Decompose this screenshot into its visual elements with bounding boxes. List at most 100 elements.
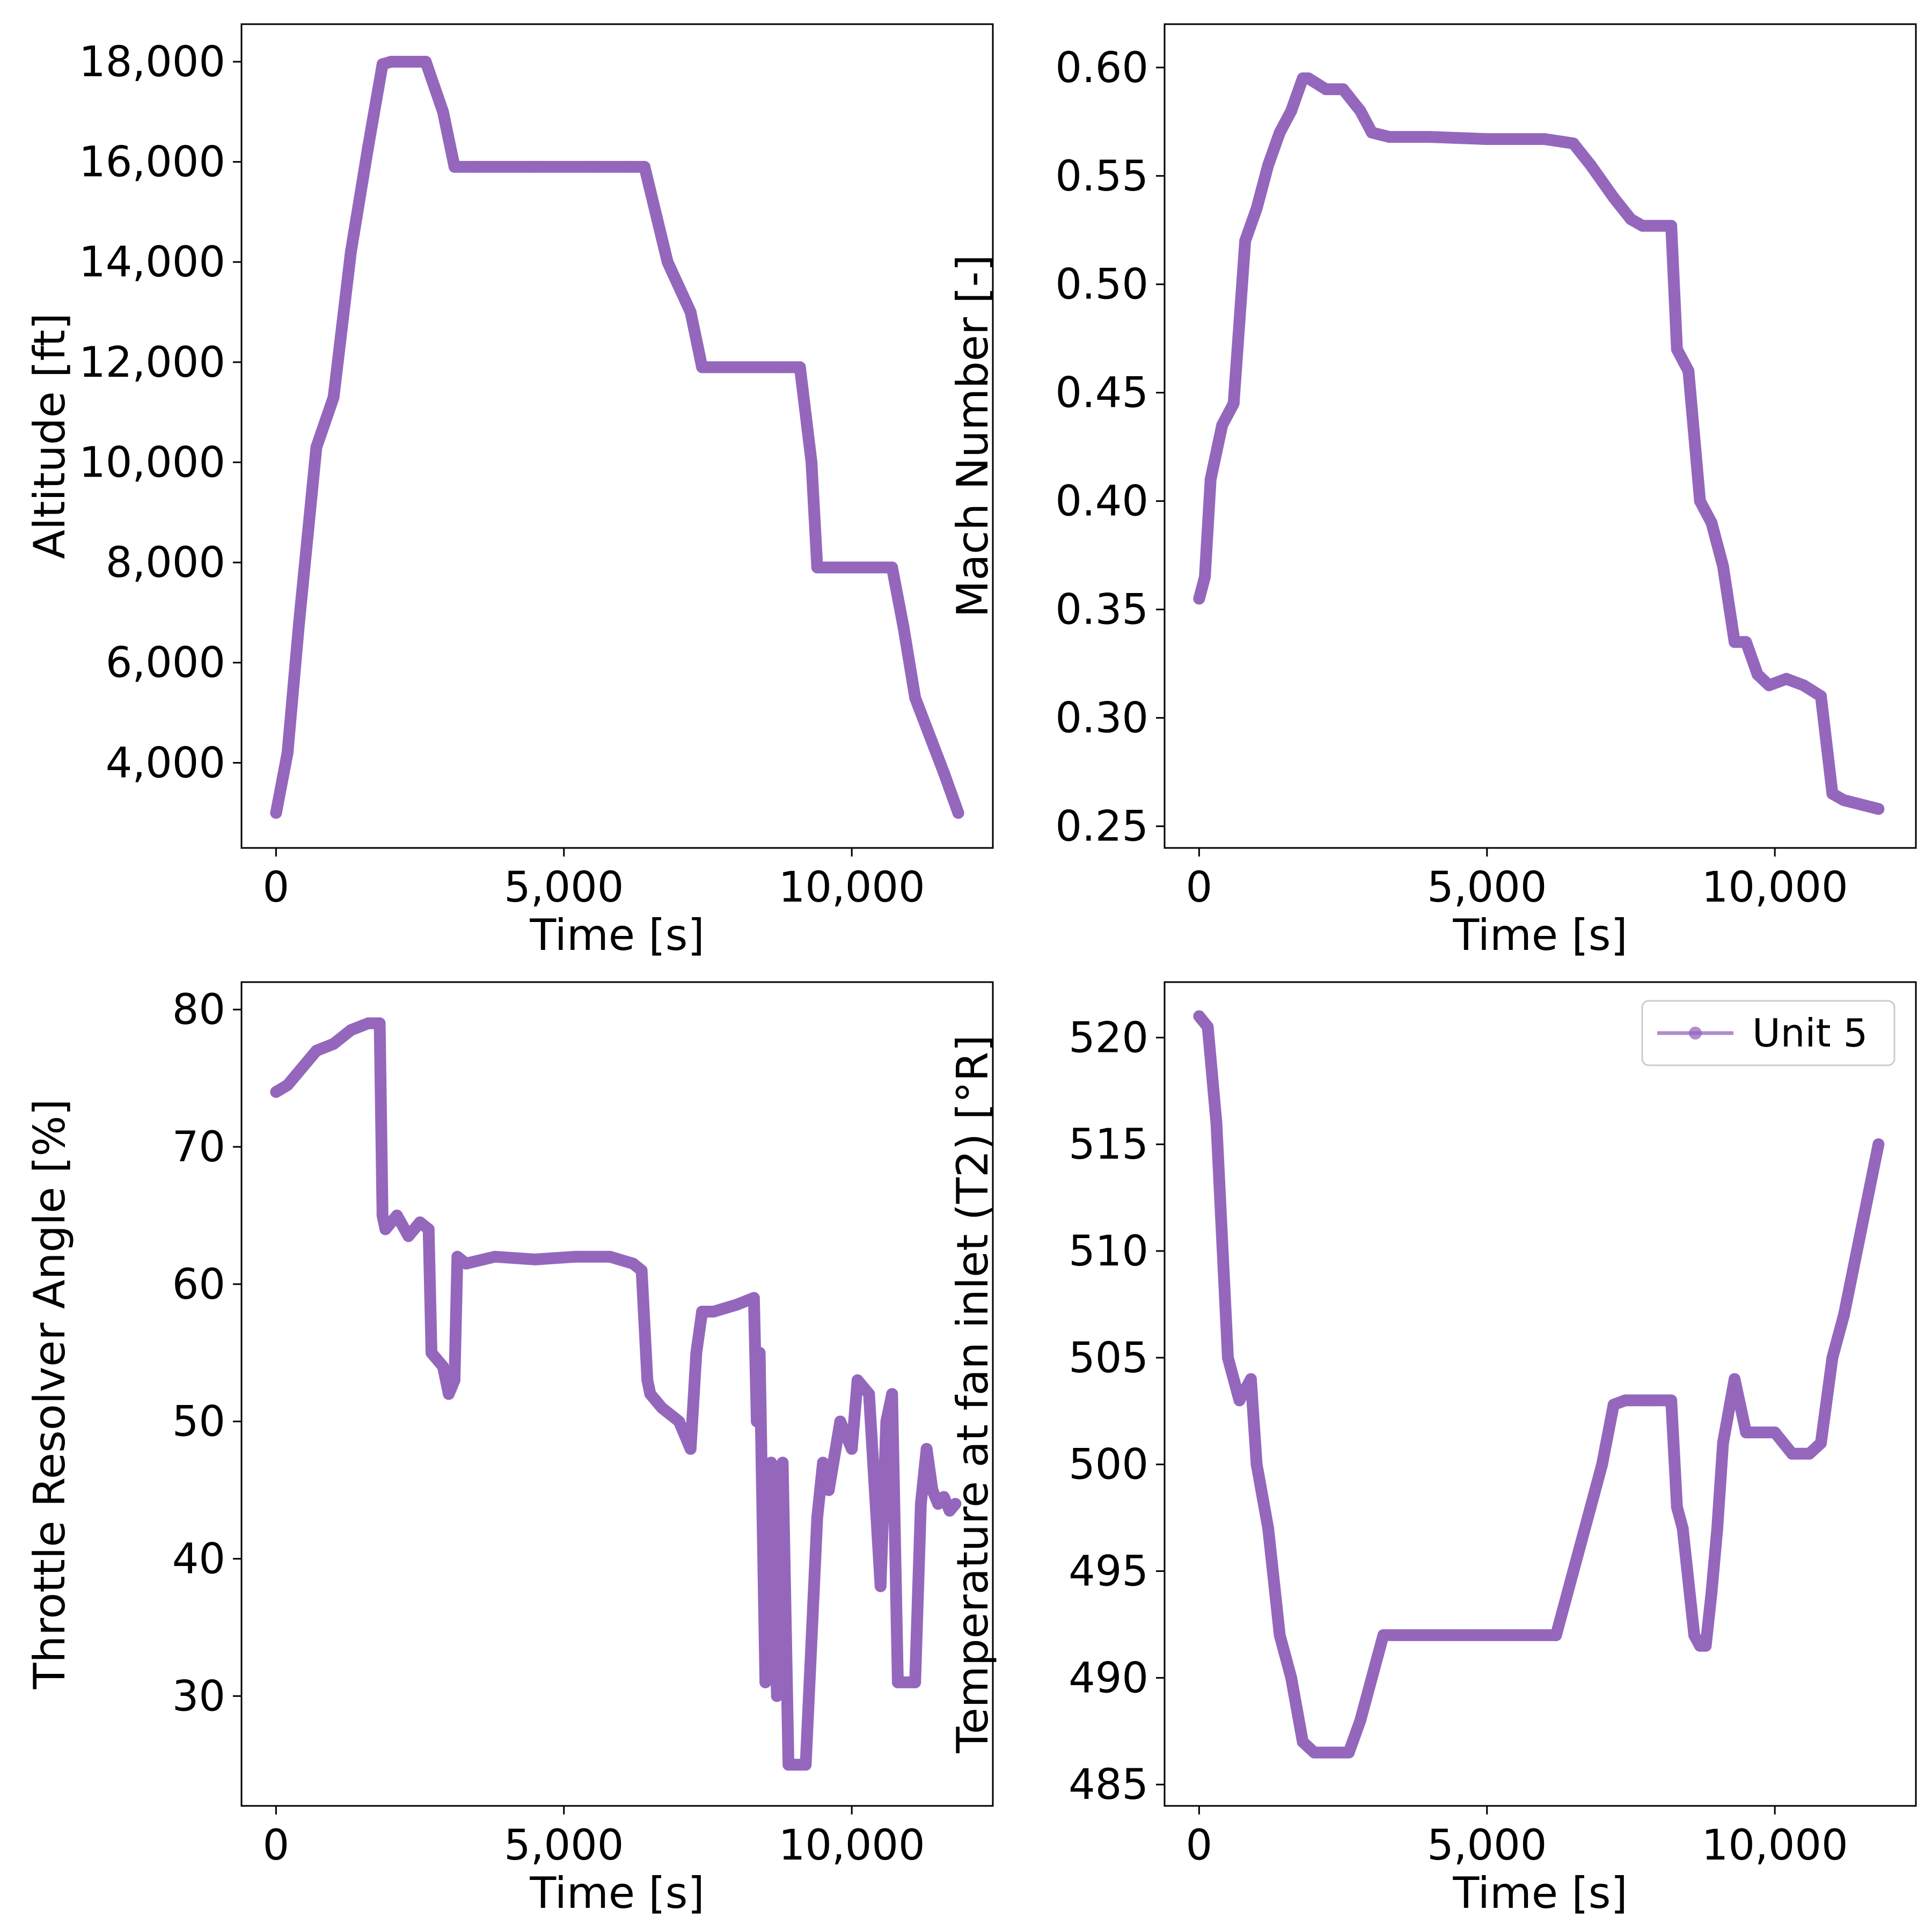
x-tick-label: 10,000 xyxy=(1702,1821,1848,1870)
data-point xyxy=(310,1044,323,1057)
y-tick-label: 4,000 xyxy=(106,739,225,787)
data-point xyxy=(1366,127,1378,138)
y-tick-label: 16,000 xyxy=(79,138,225,187)
y-tick-label: 30 xyxy=(172,1672,225,1721)
data-point xyxy=(529,160,541,173)
data-point xyxy=(1308,1746,1320,1759)
data-point xyxy=(1250,1458,1263,1470)
y-tick-label: 485 xyxy=(1069,1761,1148,1809)
data-point xyxy=(1855,1224,1868,1236)
y-tick-label: 60 xyxy=(172,1261,225,1309)
data-point xyxy=(1233,1394,1246,1407)
data-point xyxy=(1567,137,1579,150)
data-point xyxy=(345,1024,357,1036)
x-axis-label: Time [s] xyxy=(1452,1868,1627,1918)
data-point xyxy=(420,56,432,68)
y-tick-label: 495 xyxy=(1069,1548,1148,1596)
data-point xyxy=(1423,131,1436,143)
data-point xyxy=(1671,343,1683,355)
legend: Unit 5 xyxy=(1641,1000,1896,1066)
data-point xyxy=(1700,1640,1712,1652)
data-point xyxy=(621,160,633,173)
y-tick-label: 8,000 xyxy=(106,539,225,587)
data-point xyxy=(1740,1426,1752,1439)
data-point xyxy=(938,767,950,779)
data-point xyxy=(374,1017,386,1029)
data-point xyxy=(529,1253,541,1265)
y-tick-label: 0.55 xyxy=(1055,152,1148,201)
data-point xyxy=(1204,473,1217,486)
data-point xyxy=(1717,1437,1729,1449)
data-point xyxy=(1245,1373,1257,1385)
y-tick-label: 0.40 xyxy=(1055,478,1148,526)
data-point xyxy=(748,1292,760,1304)
data-point xyxy=(771,1690,783,1702)
data-point xyxy=(952,807,964,819)
data-point xyxy=(327,391,340,404)
data-point xyxy=(639,160,650,173)
data-point xyxy=(811,1511,823,1524)
data-point xyxy=(753,1346,766,1359)
data-point xyxy=(1193,592,1205,605)
data-point xyxy=(765,1457,777,1469)
y-tick-label: 10,000 xyxy=(79,438,225,487)
data-point xyxy=(806,456,818,469)
series-line xyxy=(270,56,964,819)
data-point xyxy=(1665,1394,1678,1407)
data-point xyxy=(379,1223,392,1235)
data-point xyxy=(794,361,806,374)
data-point xyxy=(1729,1373,1741,1385)
data-point xyxy=(1815,690,1827,702)
data-point xyxy=(362,1017,374,1029)
data-point xyxy=(402,1230,415,1242)
data-point xyxy=(863,1388,875,1400)
data-point xyxy=(1815,1437,1827,1449)
data-point xyxy=(1872,803,1885,815)
data-point xyxy=(892,1676,904,1688)
data-point xyxy=(817,1457,829,1469)
data-point xyxy=(1383,131,1395,143)
data-point xyxy=(1394,1629,1407,1641)
data-point xyxy=(920,722,933,734)
data-point xyxy=(1202,1021,1214,1033)
data-point xyxy=(834,561,846,574)
y-tick-label: 12,000 xyxy=(79,339,225,387)
data-point xyxy=(696,1306,708,1318)
data-point xyxy=(920,1443,933,1455)
data-point xyxy=(759,1676,772,1688)
data-point xyxy=(1706,1586,1718,1599)
data-point xyxy=(823,1484,835,1496)
data-point xyxy=(684,306,697,318)
x-axis-label: Time [s] xyxy=(529,910,704,960)
series-line xyxy=(270,1017,962,1771)
data-point xyxy=(644,1388,656,1400)
data-point xyxy=(800,1759,812,1771)
data-point xyxy=(448,160,460,173)
y-tick-label: 515 xyxy=(1069,1121,1148,1169)
y-tick-label: 505 xyxy=(1069,1334,1148,1382)
data-point xyxy=(1262,1523,1275,1534)
data-point xyxy=(1729,636,1741,648)
chart-panel-top-left: 0 5,000 10,000 4,000 6,000 8,000 10,000 12,000 1… xyxy=(25,23,994,960)
data-point xyxy=(909,692,921,704)
data-point xyxy=(1302,72,1315,84)
plot-frame xyxy=(240,23,994,849)
data-point xyxy=(880,1415,892,1428)
data-point xyxy=(1682,365,1695,377)
x-tick-label: 10,000 xyxy=(779,863,925,912)
data-point xyxy=(811,561,823,574)
data-point xyxy=(1320,83,1332,96)
y-tick-label: 70 xyxy=(172,1123,225,1172)
data-point xyxy=(1550,1629,1562,1641)
x-tick-label: 5,000 xyxy=(1427,863,1547,912)
data-point xyxy=(1199,571,1211,583)
data-point xyxy=(909,1676,921,1688)
data-point xyxy=(1711,1523,1723,1534)
plot-frame xyxy=(1163,23,1917,849)
data-point xyxy=(1607,1399,1620,1411)
chart-panel-bottom-left: 0 5,000 10,000 30 40 50 60 70 80 Time [s] Throttle… xyxy=(25,981,994,1918)
data-point xyxy=(1377,1629,1389,1641)
data-point xyxy=(1510,1629,1522,1641)
data-point xyxy=(897,621,910,634)
